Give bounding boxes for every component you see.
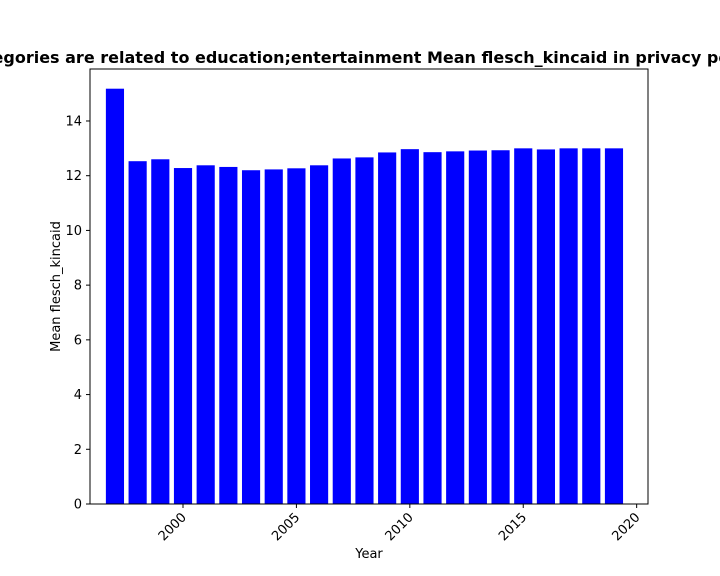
bar-2014	[491, 150, 510, 504]
y-tick-label: 4	[74, 388, 82, 403]
x-tick-label: 2020	[609, 510, 643, 544]
y-axis-label: Mean flesch_kincaid	[49, 221, 64, 352]
bar-2011	[423, 152, 442, 505]
bar-2009	[378, 152, 397, 504]
y-axis: 0 2 4 6 8 10 12 14	[65, 114, 90, 513]
bar-2006	[310, 165, 329, 505]
x-axis: 2000 2005 2010 2015 2020	[156, 504, 643, 544]
x-tick-label: 2000	[156, 510, 190, 544]
plot-frame	[89, 68, 649, 505]
bar-2003	[241, 170, 261, 505]
y-tick-label: 8	[74, 279, 82, 294]
bar-2000	[173, 168, 193, 505]
x-tick-label: 2005	[269, 510, 303, 544]
bars-group	[105, 88, 624, 505]
chart-title: Categories are related to education;ente…	[0, 48, 720, 67]
bar-2001	[196, 165, 215, 505]
bar-2008	[355, 157, 374, 504]
y-tick-label: 14	[65, 114, 82, 129]
bar-2013	[468, 150, 487, 504]
bar-2018	[582, 148, 601, 504]
y-tick-label: 10	[65, 224, 82, 239]
x-tick-label: 2010	[383, 510, 417, 544]
bar-1997	[105, 88, 125, 504]
bar-1998	[128, 161, 147, 504]
bar-2017	[559, 148, 578, 504]
y-tick-label: 2	[74, 443, 82, 458]
bar-2019	[604, 148, 624, 504]
bar-2016	[536, 149, 555, 504]
bar-2007	[332, 158, 351, 504]
bar-2005	[287, 168, 306, 504]
y-tick-label: 0	[74, 498, 82, 513]
y-tick-label: 6	[74, 333, 82, 348]
bar-2010	[400, 149, 419, 504]
x-axis-label: Year	[354, 547, 383, 562]
bar-2002	[219, 166, 238, 504]
bar-2015	[514, 148, 533, 504]
x-tick-label: 2015	[496, 510, 530, 544]
bar-2012	[446, 151, 465, 504]
bar-2004	[264, 169, 283, 504]
y-tick-label: 12	[65, 169, 82, 184]
bar-1999	[151, 159, 170, 504]
